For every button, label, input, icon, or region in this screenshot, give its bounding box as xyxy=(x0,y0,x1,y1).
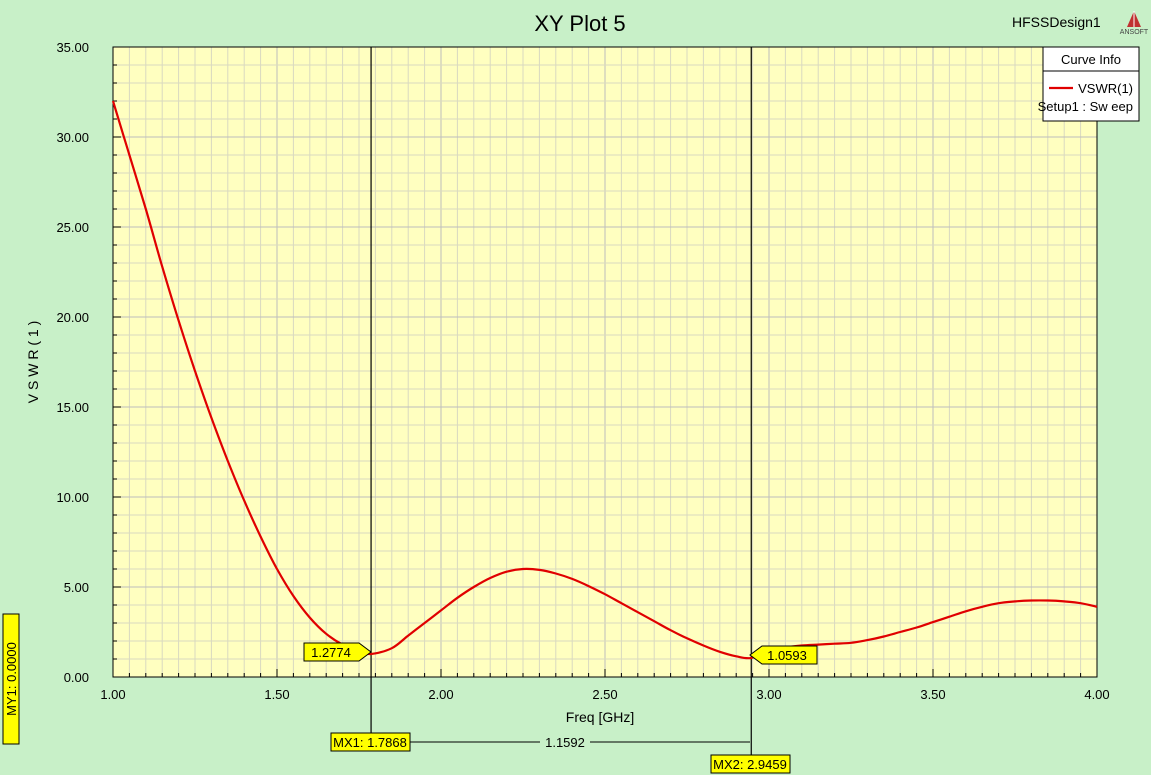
marker-m2-value-label[interactable]: 1.0593 xyxy=(749,645,818,665)
marker-mx1-label[interactable]: MX1: 1.7868 xyxy=(330,732,411,752)
y-tick-label: 20.00 xyxy=(56,310,89,325)
svg-text:1.2774: 1.2774 xyxy=(311,645,351,660)
legend-title: Curve Info xyxy=(1061,52,1121,67)
marker-mx2-label[interactable]: MX2: 2.9459 xyxy=(710,754,791,774)
legend-setup-label: Setup1 : Sw eep xyxy=(1038,99,1133,114)
y-tick-labels: 0.00 5.00 10.00 15.00 20.00 25.00 30.00 35.00 xyxy=(56,40,89,685)
marker-my1-label[interactable]: MY1: 0.0000 xyxy=(2,613,20,745)
grid xyxy=(112,46,1098,678)
x-tick-label: 1.50 xyxy=(264,687,289,702)
marker-m1-value-label[interactable]: 1.2774 xyxy=(303,642,372,662)
x-tick-label: 3.00 xyxy=(756,687,781,702)
marker-delta-label: 1.1592 xyxy=(545,735,585,750)
svg-text:ANSOFT: ANSOFT xyxy=(1120,29,1149,36)
y-tick-label: 35.00 xyxy=(56,40,89,55)
x-tick-label: 2.50 xyxy=(592,687,617,702)
y-tick-label: 5.00 xyxy=(64,580,89,595)
design-name: HFSSDesign1 xyxy=(1012,14,1101,30)
x-axis-label: Freq [GHz] xyxy=(566,709,634,725)
x-tick-label: 3.50 xyxy=(920,687,945,702)
y-tick-label: 15.00 xyxy=(56,400,89,415)
svg-text:1.0593: 1.0593 xyxy=(767,648,807,663)
x-tick-label: 2.00 xyxy=(428,687,453,702)
legend[interactable]: Curve Info VSWR(1) Setup1 : Sw eep xyxy=(1038,46,1140,122)
svg-text:MY1: 0.0000: MY1: 0.0000 xyxy=(4,642,19,716)
x-tick-label: 1.00 xyxy=(100,687,125,702)
ansoft-logo: ANSOFT xyxy=(1120,11,1149,36)
y-axis-label: V S W R ( 1 ) xyxy=(25,321,41,403)
x-tick-label: 4.00 xyxy=(1084,687,1109,702)
y-tick-label: 0.00 xyxy=(64,670,89,685)
plot-frame xyxy=(112,46,1098,678)
marker-delta-label-bg xyxy=(540,734,590,750)
chart-title: XY Plot 5 xyxy=(534,11,625,36)
svg-text:MX2: 2.9459: MX2: 2.9459 xyxy=(713,757,787,772)
legend-series-label: VSWR(1) xyxy=(1078,81,1133,96)
y-tick-label: 25.00 xyxy=(56,220,89,235)
svg-text:MX1: 1.7868: MX1: 1.7868 xyxy=(333,735,407,750)
series-line-vswr1 xyxy=(111,100,1098,660)
y-tick-label: 30.00 xyxy=(56,130,89,145)
x-tick-labels: 1.00 1.50 2.00 2.50 3.00 3.50 4.00 xyxy=(100,687,1109,702)
y-tick-label: 10.00 xyxy=(56,490,89,505)
